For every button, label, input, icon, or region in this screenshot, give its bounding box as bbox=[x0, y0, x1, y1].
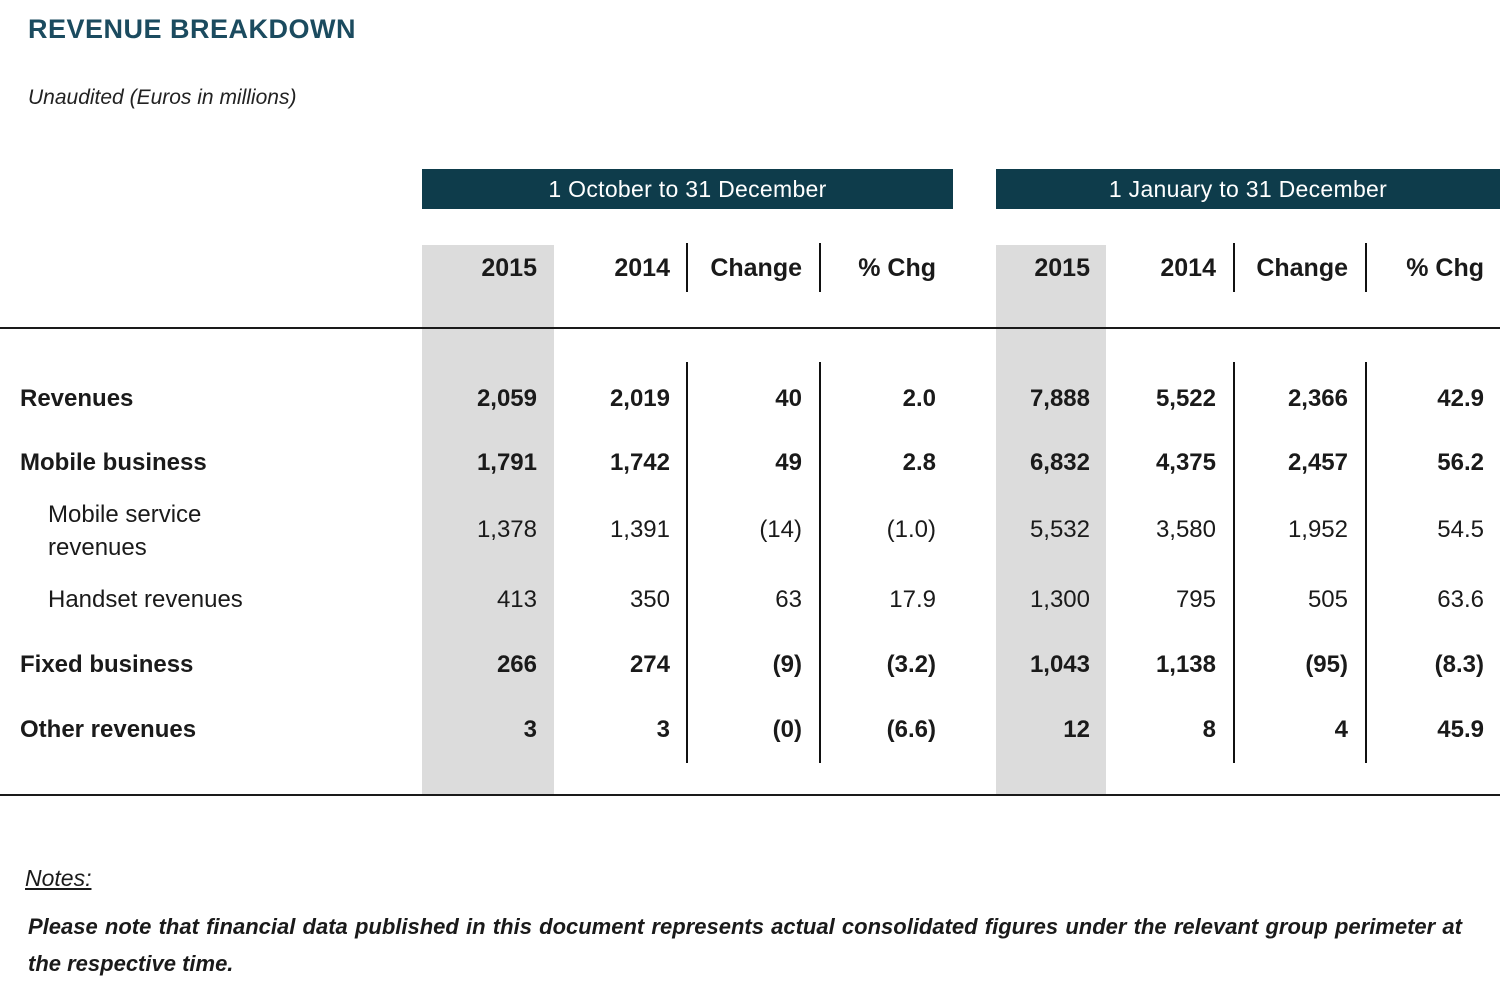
row-label: Fixed business bbox=[20, 651, 194, 678]
period-header-fy: 1 January to 31 December bbox=[996, 169, 1500, 209]
row-label: Mobile service revenues bbox=[48, 501, 202, 561]
notes-heading: Notes: bbox=[25, 865, 92, 891]
cell: 2,059 bbox=[476, 385, 537, 412]
cell: 17.9 bbox=[889, 586, 936, 613]
cell: 350 bbox=[629, 586, 670, 613]
cell: 1,138 bbox=[1155, 651, 1216, 678]
cell: 505 bbox=[1307, 586, 1348, 613]
cell: 12 bbox=[1063, 716, 1090, 743]
cell: (95) bbox=[1305, 651, 1348, 678]
column-divider bbox=[1233, 243, 1235, 292]
column-divider bbox=[686, 362, 688, 763]
column-divider bbox=[819, 243, 821, 292]
cell: 1,791 bbox=[476, 449, 537, 476]
cell: 4,375 bbox=[1155, 449, 1216, 476]
page-title: REVENUE BREAKDOWN bbox=[28, 14, 357, 44]
column-header-fy-pct-chg: % Chg bbox=[1406, 254, 1484, 282]
table-rule-top bbox=[0, 327, 1500, 329]
cell: 49 bbox=[775, 449, 802, 476]
column-header-fy-change: Change bbox=[1256, 254, 1348, 282]
cell: (3.2) bbox=[886, 651, 936, 678]
cell: 1,300 bbox=[1029, 586, 1090, 613]
table-row-mobile-service-revenues: Mobile service revenues 1,378 1,391 (14)… bbox=[0, 501, 1500, 561]
cell: (0) bbox=[772, 716, 802, 743]
cell: 8 bbox=[1202, 716, 1216, 743]
highlight-column-q4-2015 bbox=[422, 245, 554, 795]
cell: 1,378 bbox=[476, 516, 537, 543]
period-header-q4: 1 October to 31 December bbox=[422, 169, 953, 209]
cell: 45.9 bbox=[1437, 716, 1484, 743]
column-header-fy-2014: 2014 bbox=[1160, 254, 1216, 282]
cell: (1.0) bbox=[886, 516, 936, 543]
column-header-q4-pct-chg: % Chg bbox=[858, 254, 936, 282]
cell: 1,742 bbox=[609, 449, 670, 476]
cell: 6,832 bbox=[1029, 449, 1090, 476]
notes-body: Please note that financial data publishe… bbox=[28, 914, 1462, 976]
cell: 2,019 bbox=[609, 385, 670, 412]
cell: 54.5 bbox=[1437, 516, 1484, 543]
cell: 2,457 bbox=[1287, 449, 1348, 476]
column-divider bbox=[1365, 362, 1367, 763]
cell: 2.0 bbox=[902, 385, 936, 412]
cell: 63.6 bbox=[1437, 586, 1484, 613]
row-label: Handset revenues bbox=[48, 586, 243, 613]
column-divider bbox=[1365, 243, 1367, 292]
cell: (9) bbox=[772, 651, 802, 678]
cell: 63 bbox=[775, 586, 802, 613]
cell: 266 bbox=[496, 651, 537, 678]
column-header-q4-change: Change bbox=[710, 254, 802, 282]
table-row-fixed-business: Fixed business 266 274 (9) (3.2) 1,043 1… bbox=[0, 650, 1500, 680]
cell: 1,952 bbox=[1287, 516, 1348, 543]
cell: 56.2 bbox=[1437, 449, 1484, 476]
highlight-column-fy-2015 bbox=[996, 245, 1106, 795]
cell: 413 bbox=[496, 586, 537, 613]
cell: 7,888 bbox=[1029, 385, 1090, 412]
cell: 1,391 bbox=[609, 516, 670, 543]
column-divider bbox=[686, 243, 688, 292]
cell: 2.8 bbox=[902, 449, 936, 476]
table-row-handset-revenues: Handset revenues 413 350 63 17.9 1,300 7… bbox=[0, 585, 1500, 615]
cell: 274 bbox=[629, 651, 670, 678]
column-divider bbox=[1233, 362, 1235, 763]
cell: (6.6) bbox=[886, 716, 936, 743]
cell: 42.9 bbox=[1437, 385, 1484, 412]
column-header-q4-2014: 2014 bbox=[614, 254, 670, 282]
cell: 3 bbox=[656, 716, 670, 743]
cell: 5,532 bbox=[1029, 516, 1090, 543]
cell: (14) bbox=[759, 516, 802, 543]
cell: 795 bbox=[1175, 586, 1216, 613]
cell: 2,366 bbox=[1287, 385, 1348, 412]
cell: 3,580 bbox=[1155, 516, 1216, 543]
column-header-q4-2015: 2015 bbox=[481, 254, 537, 282]
cell: 3 bbox=[523, 716, 537, 743]
table-row-other-revenues: Other revenues 3 3 (0) (6.6) 12 8 4 45.9 bbox=[0, 715, 1500, 745]
cell: 40 bbox=[775, 385, 802, 412]
row-label: Other revenues bbox=[20, 716, 197, 743]
cell: 4 bbox=[1334, 716, 1348, 743]
row-label: Mobile business bbox=[20, 449, 207, 476]
table-row-mobile-business: Mobile business 1,791 1,742 49 2.8 6,832… bbox=[0, 448, 1500, 478]
cell: 1,043 bbox=[1029, 651, 1090, 678]
row-label: Revenues bbox=[20, 385, 134, 412]
column-divider bbox=[819, 362, 821, 763]
table-rule-bottom bbox=[0, 794, 1500, 796]
subtitle: Unaudited (Euros in millions) bbox=[28, 86, 297, 109]
cell: (8.3) bbox=[1434, 651, 1484, 678]
cell: 5,522 bbox=[1155, 385, 1216, 412]
table-row-revenues: Revenues 2,059 2,019 40 2.0 7,888 5,522 … bbox=[0, 384, 1500, 414]
column-header-fy-2015: 2015 bbox=[1034, 254, 1090, 282]
